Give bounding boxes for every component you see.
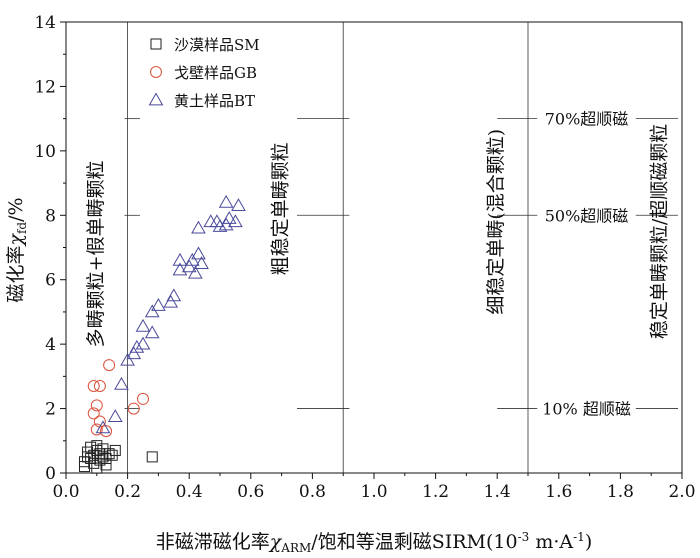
- data-point-triangle: [172, 252, 188, 266]
- data-point-square: [85, 441, 97, 453]
- data-point-square: [103, 448, 115, 460]
- data-point-triangle: [151, 297, 166, 311]
- x-tick-label: 1.8: [607, 482, 634, 502]
- threshold-label: 70%超顺磁: [545, 110, 629, 129]
- y-tick-label: 10: [34, 142, 56, 162]
- data-point-triangle: [187, 265, 203, 279]
- x-tick-label: 0.2: [114, 482, 141, 502]
- x-title-prefix: 非磁滞磁化率: [156, 531, 270, 553]
- y-tick-label: 4: [45, 335, 56, 355]
- x-title-exp2: -1: [573, 530, 585, 544]
- data-point-triangle: [129, 339, 145, 353]
- legend-marker-triangle: [148, 92, 164, 106]
- y-tick-label: 0: [45, 464, 56, 484]
- data-point-triangle: [194, 256, 209, 269]
- x-title-chi: χ: [268, 531, 283, 553]
- legend-label: 沙漠样品SM: [174, 36, 260, 54]
- y-tick-label: 12: [34, 77, 56, 97]
- data-point-triangle: [163, 294, 179, 308]
- region-label: 稳定单畴颗粒/超顺磁颗粒: [648, 124, 670, 339]
- data-point-circle: [87, 407, 100, 420]
- legend-label: 戈壁样品GB: [174, 64, 257, 82]
- x-tick-label: 0.6: [237, 482, 264, 502]
- data-point-triangle: [172, 262, 188, 276]
- data-point-square: [97, 451, 109, 463]
- threshold-label: 10% 超顺磁: [542, 400, 631, 419]
- data-point-triangle: [218, 194, 234, 208]
- data-point-triangle: [135, 336, 151, 350]
- y-axis: 0 2 4 6 8 10 12 14: [34, 13, 66, 484]
- y-tick-label: 6: [45, 271, 56, 291]
- data-point-circle: [90, 423, 103, 436]
- data-point-triangle: [126, 346, 142, 360]
- y-title-prefix: 磁化率: [5, 246, 27, 303]
- data-point-circle: [103, 359, 116, 372]
- data-point-triangle: [135, 318, 151, 332]
- data-point-circle: [87, 380, 100, 393]
- x-axis: 0.0 0.2 0.4 0.6 0.8 1.0 1.2 1.4 1.6 1.8 2.0: [52, 473, 696, 502]
- data-point-triangle: [95, 420, 111, 434]
- region-label: 细稳定单畴(混合颗粒): [485, 129, 507, 315]
- data-point-triangle: [114, 376, 129, 390]
- x-tick-label: 2.0: [668, 482, 695, 502]
- data-point-triangle: [221, 210, 237, 224]
- data-point-circle: [100, 425, 113, 438]
- data-point-square: [100, 459, 112, 471]
- x-tick-label: 0.8: [299, 482, 326, 502]
- data-point-triangle: [228, 214, 243, 228]
- data-point-square: [78, 461, 90, 473]
- data-point-triangle: [144, 325, 160, 339]
- data-point-square: [109, 444, 121, 456]
- gridlines: [124, 22, 678, 473]
- x-tick-label: 0.4: [176, 482, 203, 502]
- data-point-triangle: [120, 352, 135, 366]
- x-tick-label: 1.2: [422, 482, 449, 502]
- region-label: 粗稳定单畴颗粒: [270, 142, 292, 275]
- data-point-triangle: [191, 246, 206, 260]
- legend: 沙漠样品SM 戈壁样品GB 黄土样品BT: [148, 36, 260, 110]
- y-tick-label: 8: [45, 206, 56, 226]
- x-title-exp1: -3: [518, 530, 530, 544]
- data-point-triangle: [191, 220, 206, 234]
- y-tick-label: 2: [45, 400, 56, 420]
- threshold-label: 50%超顺磁: [545, 206, 629, 225]
- x-title-close: ): [585, 531, 592, 553]
- x-axis-title: 非磁滞磁化率χARM/饱和等温剩磁SIRM(10-3 m·A-1): [156, 530, 592, 555]
- x-title-unit: m·A: [529, 531, 573, 553]
- x-tick-label: 1.4: [484, 482, 511, 502]
- legend-marker-square: [150, 38, 162, 50]
- data-point-triangle: [203, 214, 219, 228]
- data-point-triangle: [218, 217, 234, 231]
- data-point-circle: [127, 402, 140, 415]
- y-title-chi-sub: fd: [15, 222, 29, 234]
- data-point-triangle: [144, 304, 160, 318]
- x-tick-label: 1.6: [545, 482, 572, 502]
- data-point-triangle: [181, 259, 197, 273]
- y-title-suffix: /%: [5, 197, 27, 221]
- data-point-circle: [137, 392, 149, 405]
- y-axis-title: 磁化率χfd/%: [5, 197, 29, 302]
- data-point-triangle: [107, 409, 123, 422]
- data-point-circle: [93, 380, 106, 393]
- data-point-triangle: [231, 198, 246, 211]
- data-point-square: [91, 440, 103, 452]
- region-label: 多畴颗粒+假单畴颗粒: [85, 160, 107, 347]
- data-points: [78, 194, 246, 474]
- data-point-square: [91, 462, 103, 474]
- x-tick-label: 1.0: [360, 482, 387, 502]
- data-point-triangle: [184, 252, 200, 266]
- x-tick-label: 0.0: [52, 482, 79, 502]
- data-point-triangle: [166, 288, 182, 302]
- y-tick-label: 14: [34, 13, 56, 33]
- data-point-circle: [90, 399, 103, 412]
- data-point-square: [146, 451, 158, 463]
- x-title-middle: /饱和等温剩磁SIRM(10: [311, 531, 517, 553]
- data-point-triangle: [212, 219, 228, 232]
- legend-label: 黄土样品BT: [174, 92, 255, 110]
- x-title-chi-sub: ARM: [280, 541, 311, 555]
- legend-marker-circle: [150, 66, 162, 78]
- y-title-chi: χ: [5, 233, 27, 248]
